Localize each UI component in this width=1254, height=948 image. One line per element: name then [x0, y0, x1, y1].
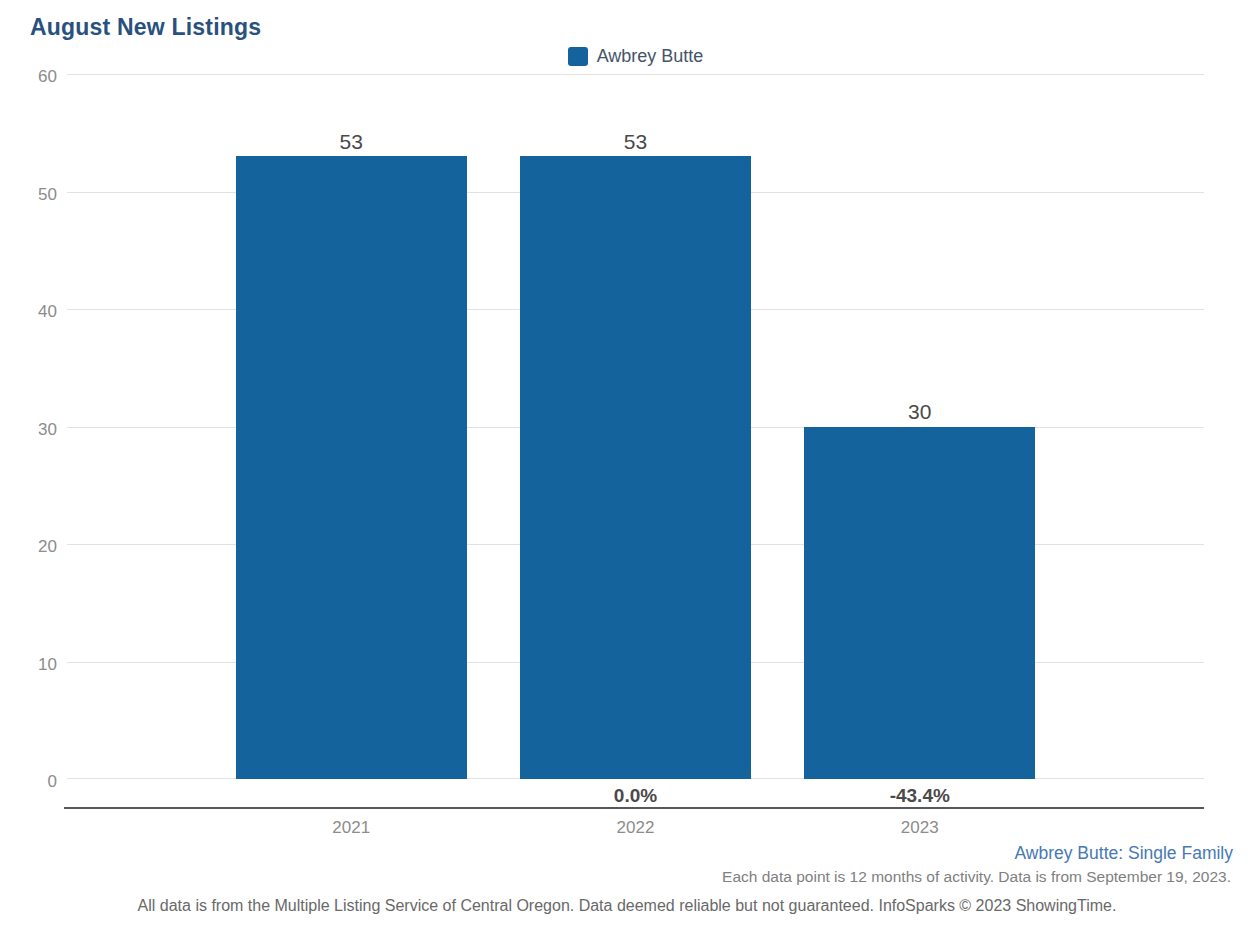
y-tick-label: 0 [48, 772, 57, 792]
y-tick-label: 10 [38, 655, 57, 675]
legend-swatch-icon [568, 47, 588, 66]
pct-change-row: 0.0% -43.4% [67, 785, 1204, 807]
gridline [67, 74, 1204, 75]
chart-page: August New Listings Awbrey Butte 60 50 40 3… [0, 0, 1254, 948]
pct-change-label: 0.0% [614, 785, 657, 807]
x-tick-label: 2022 [617, 818, 655, 838]
y-tick-label: 30 [38, 420, 57, 440]
disclaimer: All data is from the Multiple Listing Se… [0, 897, 1254, 915]
bar-2022[interactable] [520, 156, 751, 779]
bar-value-label: 30 [908, 401, 931, 423]
chart-title: August New Listings [30, 14, 261, 41]
y-tick-label: 20 [38, 537, 57, 557]
bar-value-label: 53 [340, 131, 363, 153]
x-tick-label: 2021 [332, 818, 370, 838]
y-axis-labels: 6050403020100 [0, 74, 57, 779]
plot-area: 53 53 30 [67, 74, 1204, 779]
legend-label: Awbrey Butte [597, 46, 704, 67]
series-note-link[interactable]: Awbrey Butte: Single Family [1014, 843, 1233, 864]
y-tick-label: 40 [38, 302, 57, 322]
x-axis-labels: 2021 2022 2023 [67, 818, 1204, 838]
x-tick-label: 2023 [901, 818, 939, 838]
y-tick-label: 60 [38, 67, 57, 87]
legend[interactable]: Awbrey Butte [67, 45, 1204, 67]
data-note: Each data point is 12 months of activity… [722, 868, 1231, 886]
pct-change-label: -43.4% [890, 785, 950, 807]
bar-2021[interactable] [236, 156, 467, 779]
bar-value-label: 53 [624, 131, 647, 153]
y-tick-label: 50 [38, 185, 57, 205]
bar-2023[interactable] [804, 427, 1035, 780]
x-axis-line [64, 807, 1204, 809]
